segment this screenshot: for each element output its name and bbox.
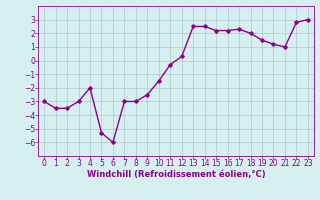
X-axis label: Windchill (Refroidissement éolien,°C): Windchill (Refroidissement éolien,°C): [87, 170, 265, 179]
